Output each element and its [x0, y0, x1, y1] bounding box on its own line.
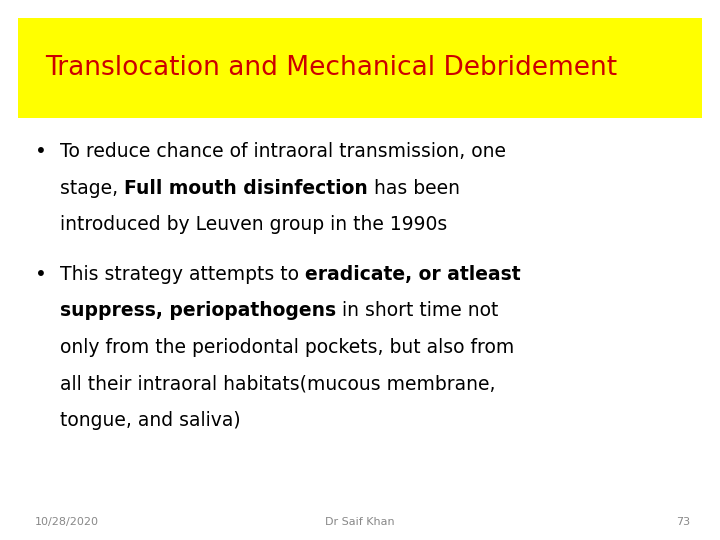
Text: Translocation and Mechanical Debridement: Translocation and Mechanical Debridement	[45, 55, 617, 81]
FancyBboxPatch shape	[18, 18, 702, 118]
Text: introduced by Leuven group in the 1990s: introduced by Leuven group in the 1990s	[60, 215, 447, 234]
Text: This strategy attempts to: This strategy attempts to	[60, 265, 305, 284]
Text: 10/28/2020: 10/28/2020	[35, 517, 99, 527]
Text: 73: 73	[676, 517, 690, 527]
Text: eradicate, or atleast: eradicate, or atleast	[305, 265, 521, 284]
Text: only from the periodontal pockets, but also from: only from the periodontal pockets, but a…	[60, 338, 514, 357]
Text: suppress, periopathogens: suppress, periopathogens	[60, 301, 336, 321]
Text: stage,: stage,	[60, 179, 124, 198]
Text: has been: has been	[368, 179, 460, 198]
Text: To reduce chance of intraoral transmission, one: To reduce chance of intraoral transmissi…	[60, 143, 506, 161]
Text: •: •	[35, 265, 47, 284]
Text: Full mouth disinfection: Full mouth disinfection	[124, 179, 368, 198]
Text: all their intraoral habitats(mucous membrane,: all their intraoral habitats(mucous memb…	[60, 375, 495, 394]
Text: •: •	[35, 143, 47, 161]
Text: Dr Saif Khan: Dr Saif Khan	[325, 517, 395, 527]
Text: in short time not: in short time not	[336, 301, 498, 321]
Text: tongue, and saliva): tongue, and saliva)	[60, 411, 240, 430]
